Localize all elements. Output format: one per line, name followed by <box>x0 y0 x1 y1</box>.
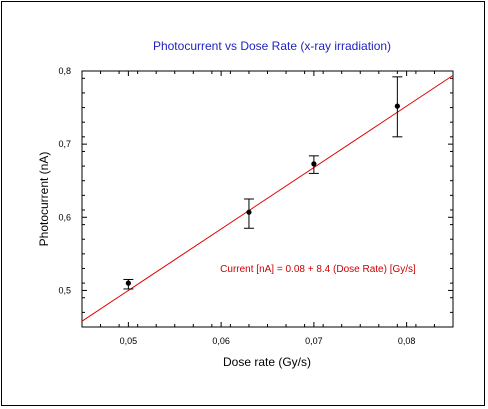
data-point-group <box>243 198 254 229</box>
data-point <box>394 103 400 109</box>
fit-line <box>81 74 454 322</box>
tick-marks <box>81 70 454 328</box>
data-points <box>123 76 403 290</box>
x-tick-label: 0,07 <box>305 336 323 346</box>
chart-title: Photocurrent vs Dose Rate (x-ray irradia… <box>153 39 391 53</box>
data-point-group <box>308 155 319 174</box>
data-point-group <box>123 278 134 290</box>
x-tick-label: 0,06 <box>212 336 230 346</box>
y-tick-label: 0,8 <box>58 66 71 76</box>
data-point <box>125 280 131 286</box>
tick-labels: 0,05 0,06 0,07 0,08 0,5 0,6 0,7 0,8 <box>58 66 415 346</box>
x-tick-label: 0,08 <box>398 336 416 346</box>
fit-equation-label: Current [nA] = 0.08 + 8.4 (Dose Rate) [G… <box>220 264 416 275</box>
data-point-group <box>392 76 403 138</box>
x-axis-label: Dose rate (Gy/s) <box>223 355 311 369</box>
y-tick-label: 0,5 <box>58 285 71 295</box>
y-tick-label: 0,7 <box>58 139 71 149</box>
data-point <box>311 161 317 167</box>
fit-line-group <box>81 74 454 322</box>
y-axis-label: Photocurrent (nA) <box>37 152 51 247</box>
x-tick-label: 0,05 <box>120 336 138 346</box>
data-point <box>246 209 252 215</box>
y-tick-label: 0,6 <box>58 212 71 222</box>
